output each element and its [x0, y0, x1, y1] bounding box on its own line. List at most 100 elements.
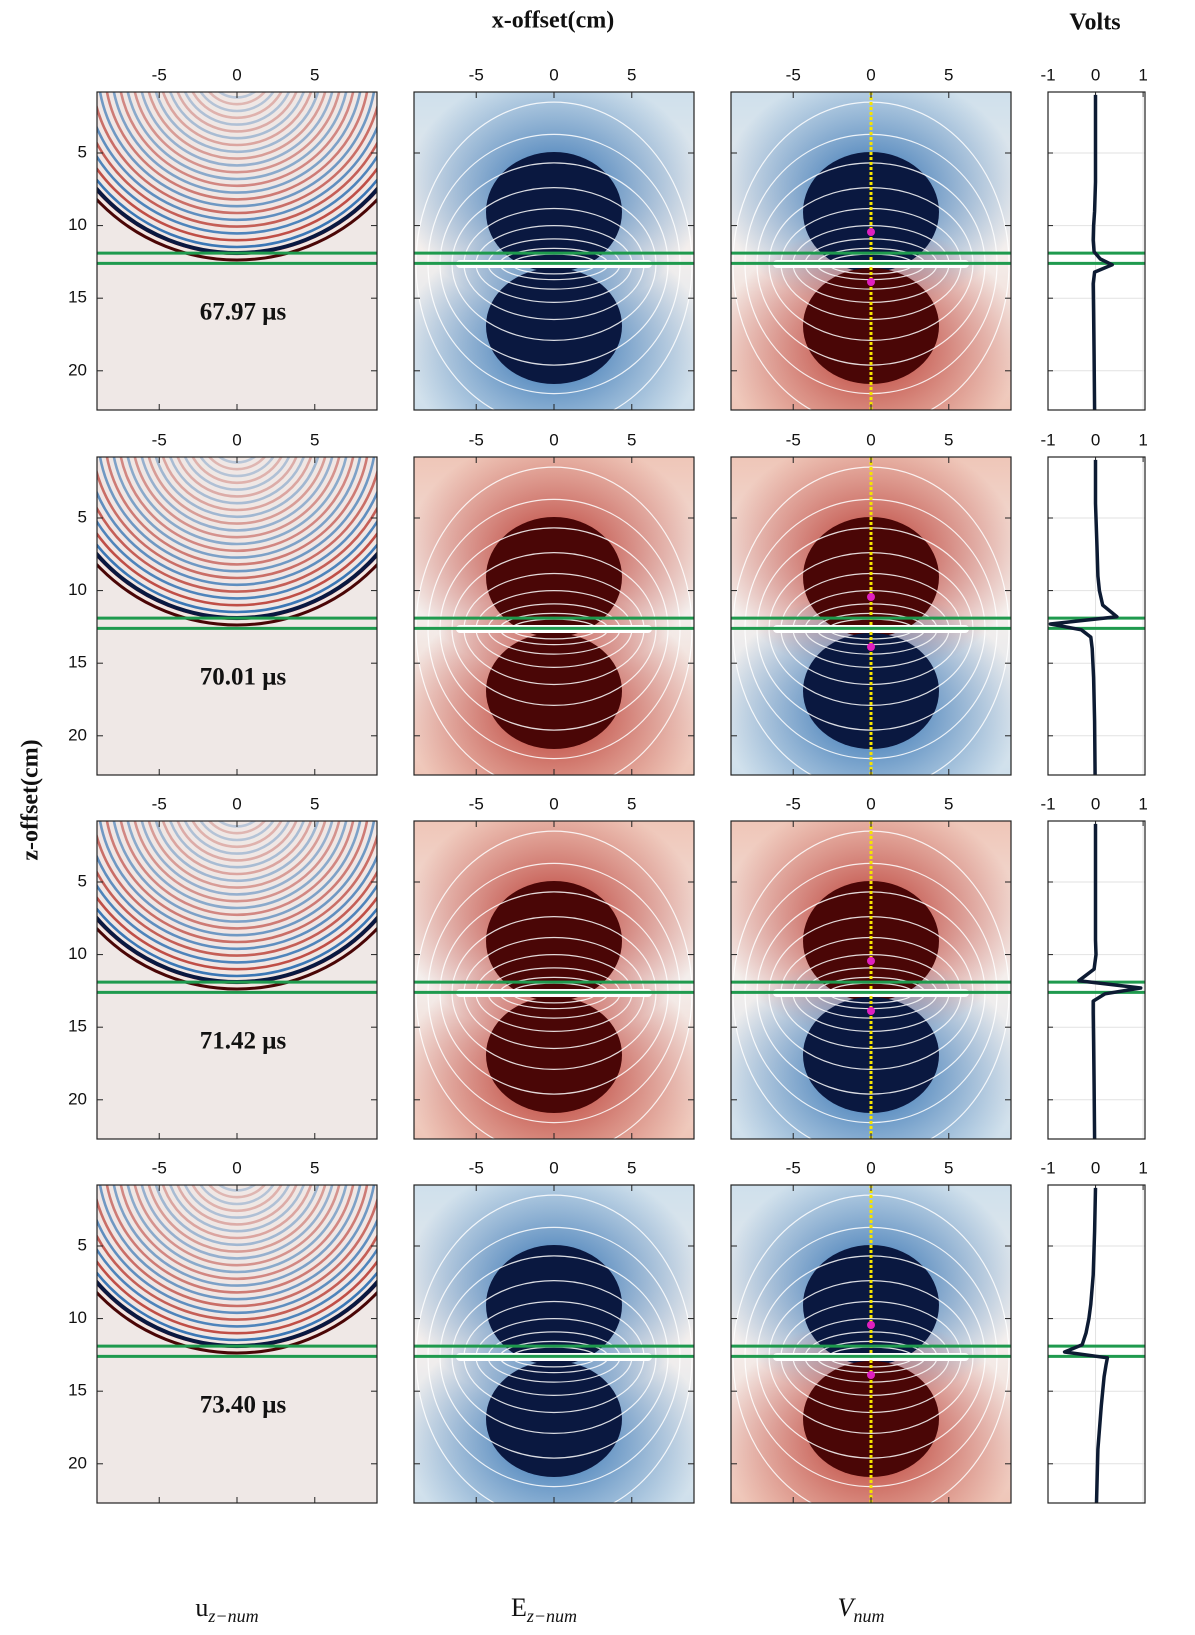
wave-front	[207, 92, 267, 106]
x-tick-label: -5	[786, 1158, 801, 1177]
x-tick-label: 5	[310, 430, 319, 449]
wave-front	[112, 92, 362, 194]
wave-front	[116, 821, 358, 920]
wave-front	[212, 1185, 262, 1196]
x-tick-label: -5	[786, 430, 801, 449]
wave-front	[97, 844, 377, 947]
wave-front	[97, 1286, 377, 1352]
receiver	[867, 228, 875, 236]
wave-front	[147, 457, 327, 525]
y-tick-label: 10	[68, 215, 87, 234]
column-label: Ez−num	[511, 1593, 577, 1626]
wave-front	[158, 821, 316, 879]
wave-front	[199, 1185, 275, 1206]
wave-front	[97, 147, 377, 232]
wave-front	[126, 821, 348, 910]
wave-front	[151, 92, 323, 157]
receiver	[867, 593, 875, 601]
time-label: 73.40 μs	[200, 1392, 287, 1419]
y-tick-label: 15	[68, 1017, 87, 1036]
wave-front	[97, 498, 377, 590]
field-core	[486, 997, 622, 1113]
y-tick-label: 20	[68, 1089, 87, 1108]
y-tick-label: 5	[78, 507, 87, 526]
x-tick-label: -5	[152, 430, 167, 449]
wave-front	[130, 457, 344, 542]
y-tick-label: 10	[68, 944, 87, 963]
wave-front	[179, 92, 295, 130]
x-tick-label: 5	[310, 794, 319, 813]
wave-front	[161, 1185, 313, 1240]
wave-front	[137, 92, 337, 171]
wave-front	[97, 543, 377, 614]
wave-front	[97, 889, 377, 968]
wave-front	[147, 821, 327, 889]
wave-front	[144, 92, 330, 164]
wave-front	[119, 821, 355, 917]
x-tick-label: 0	[1091, 65, 1100, 84]
field-core	[486, 633, 622, 749]
receiver	[867, 1321, 875, 1329]
x-tick-label: -5	[786, 794, 801, 813]
voltage-trace	[1048, 459, 1119, 775]
y-tick-label: 5	[78, 142, 87, 161]
x-tick-label: 0	[549, 430, 558, 449]
wave-front	[97, 1271, 377, 1342]
wave-front	[97, 922, 377, 988]
wave-front	[97, 103, 377, 215]
column-label-sub: num	[853, 1606, 884, 1626]
x-tick-label: 0	[1091, 794, 1100, 813]
wave-front	[133, 92, 341, 174]
wave-front	[140, 1185, 334, 1260]
wave-front	[123, 457, 351, 549]
wave-front	[195, 457, 279, 481]
panel	[97, 457, 377, 775]
wave-front	[168, 821, 306, 869]
panel	[97, 821, 377, 1139]
wave-front	[195, 1185, 279, 1209]
wave-front	[97, 1185, 377, 1304]
wave-front	[207, 457, 267, 471]
wave-front	[133, 457, 341, 539]
y-tick-label: 15	[68, 653, 87, 672]
wave-front	[97, 154, 377, 235]
panel	[414, 92, 694, 410]
wave-front	[97, 193, 377, 259]
wave-front	[161, 457, 313, 512]
x-tick-label: 0	[866, 430, 875, 449]
wave-front	[126, 457, 348, 546]
wave-front	[97, 1226, 377, 1318]
wave-front	[119, 1185, 355, 1281]
x-tick-label: 0	[1091, 430, 1100, 449]
wave-front	[172, 1185, 302, 1230]
time-label: 67.97 μs	[200, 299, 287, 326]
wave-front	[97, 531, 377, 607]
wave-front	[144, 457, 330, 529]
wave-front	[172, 92, 302, 137]
wave-front	[97, 480, 377, 583]
wave-front	[147, 1185, 327, 1253]
x-tick-label: 1	[1138, 794, 1147, 813]
x-tick-label: -1	[1040, 65, 1055, 84]
field-core	[486, 1361, 622, 1477]
wave-front	[123, 821, 351, 913]
wave-front	[97, 1247, 377, 1328]
x-tick-label: 5	[627, 794, 636, 813]
wave-front	[97, 92, 377, 211]
wave-front	[203, 457, 271, 474]
panel	[97, 1185, 377, 1503]
wave-front	[97, 562, 377, 627]
x-tick-label: 5	[310, 1158, 319, 1177]
x-tick-label: 0	[1091, 1158, 1100, 1177]
wave-front	[123, 92, 351, 184]
wave-front	[161, 821, 313, 876]
wave-front	[97, 1217, 377, 1315]
wave-front	[109, 92, 365, 198]
x-tick-label: -1	[1040, 1158, 1055, 1177]
wave-front	[97, 160, 377, 239]
x-tick-label: 5	[944, 1158, 953, 1177]
wave-front	[183, 1185, 291, 1219]
wave-front	[137, 1185, 337, 1264]
wave-front	[97, 133, 377, 225]
